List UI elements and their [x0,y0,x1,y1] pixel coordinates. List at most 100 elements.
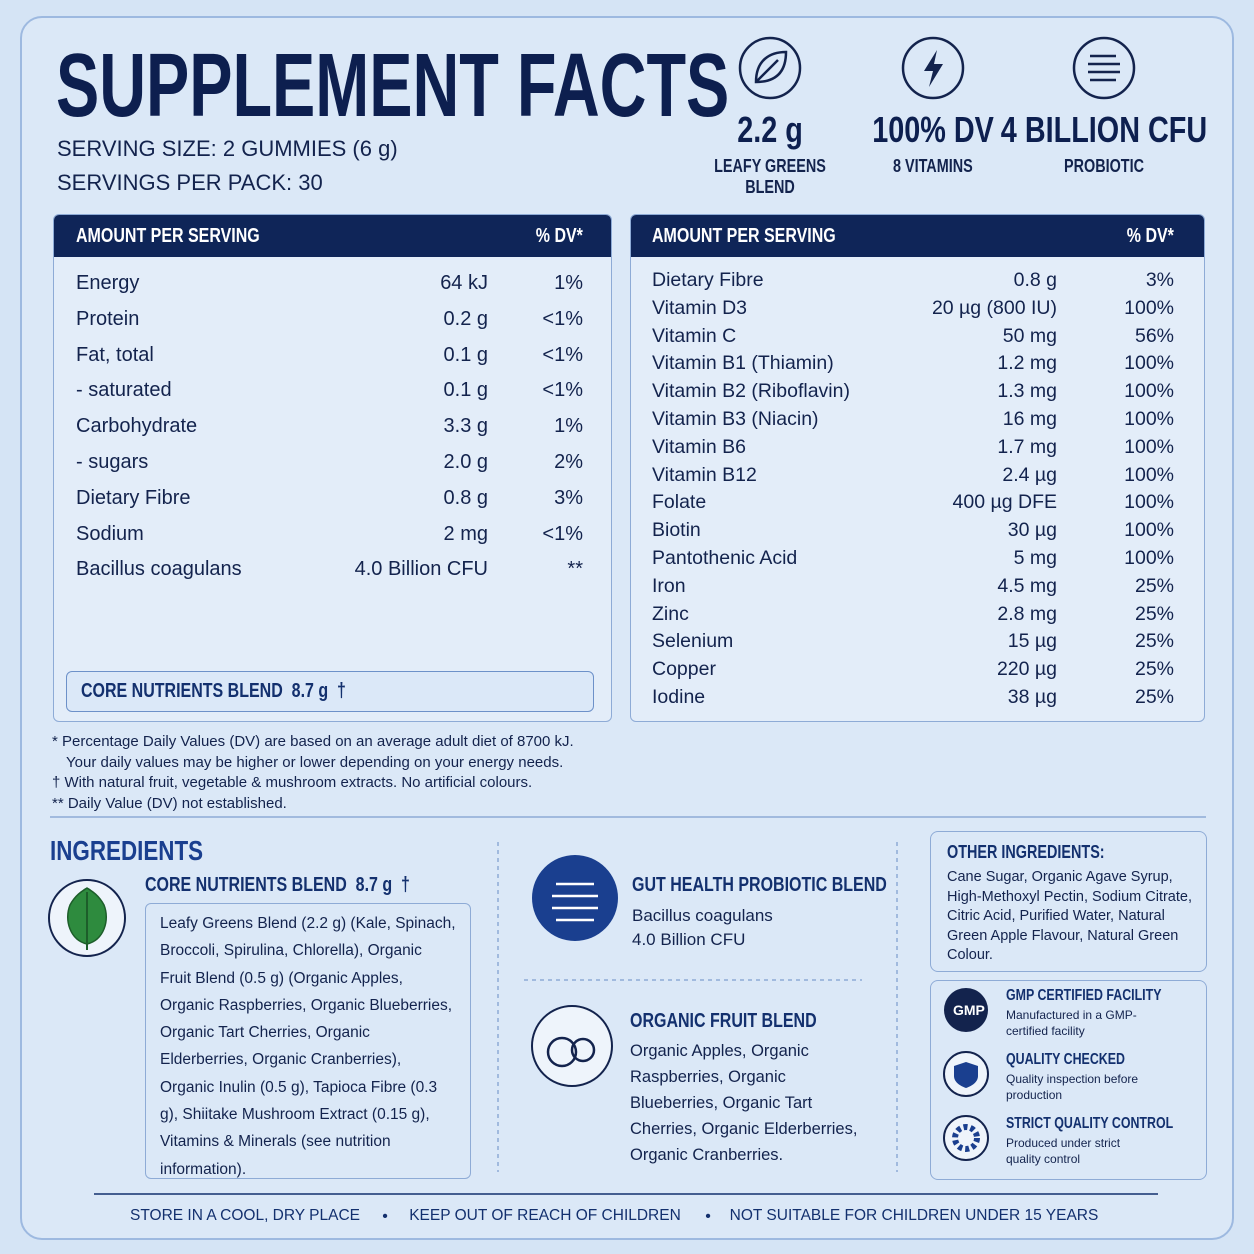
header-cell: % DV* [1115,215,1174,257]
highlight-label: PROBIOTIC [1034,156,1174,177]
nutrient-name: Zinc [652,602,689,625]
nutrient-amount: 400 µg DFE [952,491,1057,514]
blend-label: CORE NUTRIENTS BLEND 8.7 g † [81,672,412,711]
nutrient-name: Dietary Fibre [76,486,191,509]
nutrition-table-left: CORE NUTRIENTS BLEND 8.7 g † AMOUNT PER … [53,214,612,722]
nutrient-dv: 100% [1124,519,1174,542]
header-cell: AMOUNT PER SERVING [76,215,306,257]
serving-size: SERVING SIZE: 2 GUMMIES (6 g) [57,136,398,161]
nutrient-dv: 25% [1134,574,1174,597]
highlight-label-text: 8 VITAMINS [893,156,973,176]
nutrient-name: Sodium [76,522,144,545]
badge-title-text: GMP CERTIFIED FACILITY [1006,987,1162,1004]
berry-shape [570,1037,596,1063]
bullet: • [382,1208,388,1225]
highlight-value: 100% DV [783,108,1083,152]
nutrient-amount: 50 mg [1002,324,1057,347]
highlight-value: 4 BILLION CFU [954,108,1254,152]
ingredients-title: INGREDIENTS [50,835,241,867]
nutrient-amount: 1.2 mg [997,352,1057,375]
footer-item: KEEP OUT OF REACH OF CHILDREN [409,1207,681,1224]
gut-shape [1088,54,1120,82]
nutrient-name: Selenium [652,630,734,653]
table-header: AMOUNT PER SERVING % DV* [631,215,1204,257]
nutrient-name: Bacillus coagulans [76,558,242,581]
nutrient-name: Vitamin B3 (Niacin) [652,408,819,430]
highlight-value: 2.2 g [620,108,920,152]
fruit-text: Organic Apples, Organic Raspberries, Org… [630,1042,858,1164]
nutrient-amount: 4.5 mg [997,574,1057,597]
nutrient-amount: 1.3 mg [997,380,1057,403]
nutrient-amount: 0.2 g [443,307,488,330]
highlight-label: LEAFY GREENS BLEND [700,156,840,198]
nutrient-amount: 2 mg [443,522,488,545]
nutrient-name: Iron [652,574,686,597]
badge-text: Produced under strict quality control [1006,1136,1121,1166]
nutrition-table-right: AMOUNT PER SERVING % DV* Dietary Fibre 0.8 … [630,214,1205,722]
nutrient-amount: 16 mg [1002,408,1057,430]
probiotic-icon [532,855,618,941]
header-text: % DV* [1126,225,1174,247]
nutrient-dv: <1% [542,307,583,330]
nutrient-name: Protein [76,307,140,330]
badge-text: Manufactured in a GMP-certified facility [1006,1008,1137,1038]
bolt-icon [901,36,965,100]
nutrient-amount: 5 mg [1013,547,1057,569]
other-box: OTHER INGREDIENTS: Cane Sugar, Organic A… [930,831,1207,972]
gut-title-text: GUT HEALTH PROBIOTIC BLEND [632,874,887,896]
gmp-icon-text: GMP [953,1002,985,1018]
nutrient-dv: 1% [554,272,583,294]
nutrient-amount: 2.0 g [443,451,488,473]
nutrient-name: Vitamin B6 [652,435,746,458]
highlight-label: 8 VITAMINS [863,156,1003,177]
probiotic-shape [552,882,598,922]
nutrient-amount: 0.1 g [443,379,488,402]
nutrient-dv: <1% [542,343,583,366]
nutrient-name: Fat, total [76,343,154,366]
bullet: • [705,1208,711,1225]
core-text: Leafy Greens Blend (2.2 g) (Kale, Spinac… [145,903,471,1179]
leaf-icon [738,36,802,100]
nutrient-dv: 3% [554,486,583,509]
nutrient-dv: 100% [1124,380,1174,403]
highlight-label-text: PROBIOTIC [1063,156,1144,176]
nutrient-name: Energy [76,272,140,294]
highlight-value-text: 100% DV [872,109,994,150]
nutrient-name: Copper [652,658,716,681]
badges-box: GMP GMP CERTIFIED FACILITY Manufactured i… [930,980,1207,1180]
nutrient-amount: 15 µg [1007,630,1057,653]
nutrient-amount: 4.0 Billion CFU [354,558,488,581]
nutrient-name: Vitamin D3 [652,296,748,319]
nutrient-dv: 100% [1124,463,1174,486]
nutrient-name: Biotin [652,519,701,542]
other-text: Cane Sugar, Organic Agave Syrup, High-Me… [947,869,1192,963]
core-title: CORE NUTRIENTS BLEND 8.7 g † [145,873,476,897]
nutrient-name: Iodine [652,686,706,708]
title-text: SUPPLEMENT FACTS [56,36,730,136]
nutrient-dv: ** [567,558,583,581]
nutrient-dv: 2% [554,451,583,473]
ingredients-title-text: INGREDIENTS [50,835,204,866]
nutrient-name: Vitamin B2 (Riboflavin) [652,380,850,403]
nutrient-name: Carbohydrate [76,415,198,438]
footnote: * Percentage Daily Values (DV) are based… [52,733,574,750]
nutrient-name: Folate [652,491,707,514]
core-title-text: CORE NUTRIENTS BLEND 8.7 g † [145,874,410,896]
gut-line: Bacillus coagulans [632,906,773,925]
gut-text: Bacillus coagulans 4.0 Billion CFU [632,904,773,952]
header-cell: AMOUNT PER SERVING [652,215,882,257]
nutrient-name: Dietary Fibre [652,269,764,291]
gmp-icon [944,988,988,1032]
header-text: AMOUNT PER SERVING [76,225,260,247]
nutrient-dv: <1% [542,522,583,545]
other-title-text: OTHER INGREDIENTS: [947,842,1105,862]
nutrient-dv: 25% [1134,630,1174,653]
apple-shape [546,1036,578,1068]
badge-title-text: STRICT QUALITY CONTROL [1006,1115,1174,1132]
gear-shape [952,1124,980,1152]
nutrient-dv: 100% [1124,408,1174,430]
nutrient-dv: 100% [1124,352,1174,375]
other-title: OTHER INGREDIENTS: [947,841,1144,863]
